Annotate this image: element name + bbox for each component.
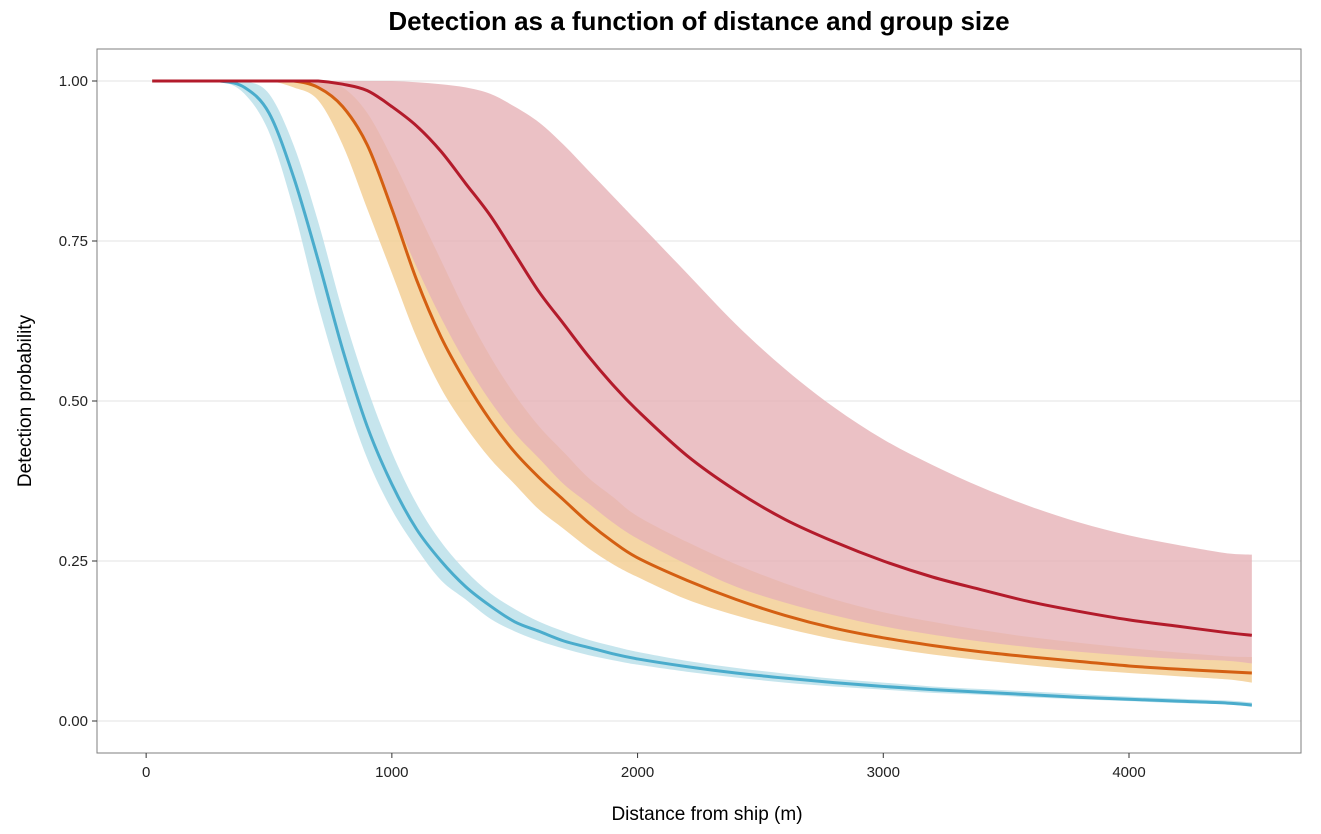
- confidence-band: [152, 81, 1252, 707]
- y-tick-label: 0.25: [59, 553, 88, 570]
- series-line: [152, 79, 1252, 707]
- x-tick-label: 0: [142, 764, 150, 781]
- series-line: [152, 79, 1253, 637]
- y-tick-label: 0.00: [59, 713, 88, 730]
- x-tick-label: 4000: [1112, 764, 1145, 781]
- x-tick-label: 2000: [621, 764, 654, 781]
- chart-title: Detection as a function of distance and …: [388, 6, 1009, 36]
- x-axis: 0 1000 2000 3000 4000: [142, 753, 1146, 781]
- x-tick-label: 1000: [375, 764, 408, 781]
- confidence-band: [152, 81, 1252, 664]
- y-tick-label: 1.00: [59, 73, 88, 90]
- y-tick-label: 0.75: [59, 233, 88, 250]
- y-tick-label: 0.50: [59, 393, 88, 410]
- x-axis-title: Distance from ship (m): [611, 804, 802, 825]
- y-axis-title: Detection probability: [15, 314, 36, 487]
- confidence-bands: [152, 81, 1252, 707]
- y-axis: 0.00 0.25 0.50 0.75 1.00: [59, 73, 97, 730]
- series-lines: [152, 79, 1253, 707]
- x-tick-label: 3000: [867, 764, 900, 781]
